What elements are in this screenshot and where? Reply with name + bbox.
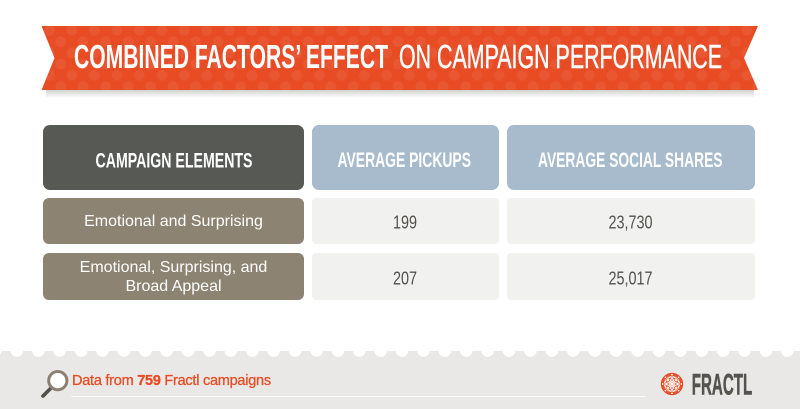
svg-text:ON CAMPAIGN PERFORMANCE: ON CAMPAIGN PERFORMANCE — [399, 38, 722, 75]
svg-text:CAMPAIGN ELEMENTS: CAMPAIGN ELEMENTS — [96, 150, 253, 173]
svg-text:AVERAGE SOCIAL SHARES: AVERAGE SOCIAL SHARES — [538, 149, 723, 172]
svg-text:COMBINED FACTORS’ EFFECT: COMBINED FACTORS’ EFFECT — [74, 38, 388, 75]
svg-text:FRACTL: FRACTL — [692, 370, 752, 398]
svg-text:AVERAGE PICKUPS: AVERAGE PICKUPS — [338, 149, 472, 172]
